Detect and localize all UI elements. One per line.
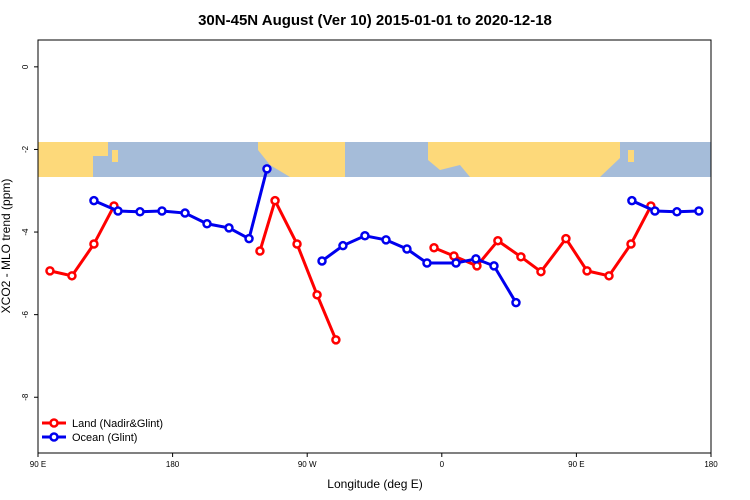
data-point bbox=[89, 195, 99, 206]
y-tick-label: -4 bbox=[21, 228, 30, 236]
data-point bbox=[360, 231, 370, 241]
data-point bbox=[489, 261, 499, 271]
data-point bbox=[381, 235, 391, 245]
x-tick-label: 90 W bbox=[298, 460, 317, 469]
series-line bbox=[93, 168, 699, 304]
data-point bbox=[422, 258, 432, 268]
data-point bbox=[67, 271, 77, 281]
data-point bbox=[45, 266, 55, 276]
data-point bbox=[493, 235, 503, 246]
data-point bbox=[672, 207, 682, 217]
data-point bbox=[262, 164, 272, 174]
data-point bbox=[561, 233, 571, 244]
map-band bbox=[38, 142, 711, 177]
data-point bbox=[471, 254, 481, 264]
data-point bbox=[292, 239, 302, 249]
data-point bbox=[429, 242, 439, 253]
data-point bbox=[604, 271, 614, 281]
data-point bbox=[331, 335, 341, 345]
x-tick-label: 180 bbox=[166, 460, 180, 469]
x-tick-label: 90 E bbox=[568, 460, 584, 469]
data-point bbox=[511, 297, 521, 308]
data-point bbox=[582, 266, 592, 276]
data-point bbox=[402, 244, 412, 254]
series-line bbox=[49, 196, 653, 341]
data-point bbox=[317, 256, 327, 266]
data-point bbox=[627, 195, 637, 206]
legend-marker bbox=[49, 418, 59, 428]
y-tick-label: -8 bbox=[21, 393, 30, 401]
x-tick-label: 0 bbox=[440, 460, 445, 469]
data-point bbox=[536, 266, 546, 277]
data-point bbox=[312, 290, 322, 300]
legend-label: Ocean (Glint) bbox=[72, 432, 137, 444]
y-axis-label: XCO2 - MLO trend (ppm) bbox=[0, 179, 13, 314]
data-point bbox=[202, 219, 212, 229]
data-point bbox=[626, 239, 636, 249]
chart-title: 30N-45N August (Ver 10) 2015-01-01 to 20… bbox=[198, 12, 552, 29]
data-point bbox=[516, 252, 526, 262]
data-point bbox=[157, 206, 167, 216]
legend-marker bbox=[49, 432, 59, 442]
data-point bbox=[135, 207, 145, 217]
data-point bbox=[338, 240, 348, 251]
y-tick-label: -2 bbox=[21, 145, 30, 153]
data-point bbox=[244, 233, 254, 244]
data-point bbox=[255, 246, 265, 256]
y-tick-label: -6 bbox=[21, 311, 30, 319]
data-point bbox=[224, 223, 234, 233]
x-axis-label: Longitude (deg E) bbox=[327, 477, 422, 491]
legend-label: Land (Nadir&Glint) bbox=[72, 418, 163, 430]
data-point bbox=[113, 206, 123, 216]
data-point bbox=[89, 239, 99, 249]
y-tick-label: 0 bbox=[21, 64, 30, 69]
plot-frame bbox=[37, 39, 712, 454]
data-point bbox=[180, 208, 190, 218]
data-point bbox=[451, 258, 461, 268]
data-point bbox=[270, 195, 280, 206]
data-point bbox=[650, 206, 660, 216]
x-tick-label: 90 E bbox=[30, 460, 46, 469]
data-point bbox=[694, 206, 704, 216]
x-tick-label: 180 bbox=[704, 460, 718, 469]
